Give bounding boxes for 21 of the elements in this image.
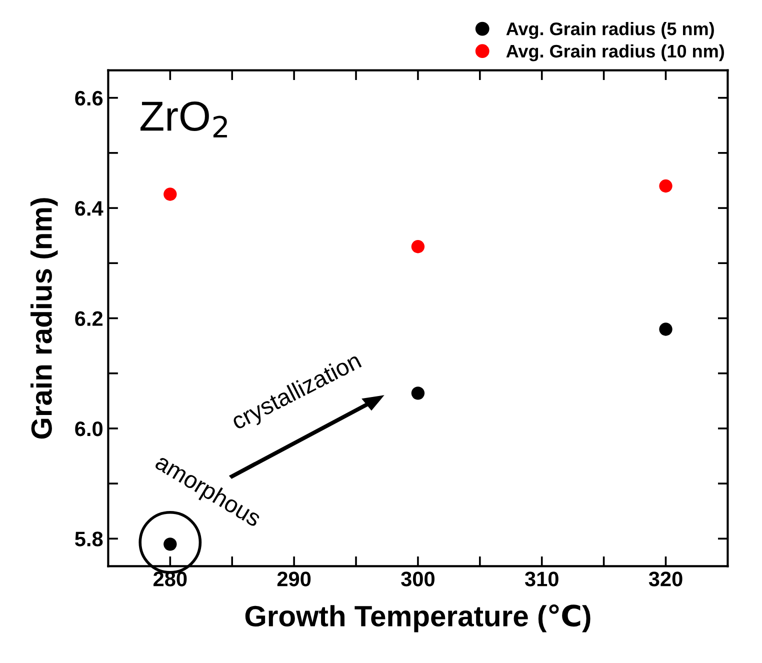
x-tick-label: 280	[154, 572, 187, 586]
point	[411, 386, 425, 400]
x-tick-label: 290	[277, 572, 311, 586]
point	[659, 322, 672, 336]
annotation: ZrO$_{2}$	[140, 101, 227, 138]
y-axis-title: Grain radius (nm)	[30, 198, 58, 439]
point	[164, 538, 177, 551]
point	[164, 188, 177, 201]
y-tick-label: 6.2	[75, 311, 103, 326]
x-tick-label: 300	[401, 572, 434, 586]
x-tick-label: 310	[524, 572, 558, 586]
y-tick-label: 6.0	[75, 421, 102, 436]
legend-label: Avg. Grain radius (10 nm)	[506, 44, 724, 62]
point	[411, 240, 425, 254]
x-tick-label: 320	[648, 572, 682, 586]
legend-label: Avg. Grain radius (5 nm)	[506, 22, 714, 39]
y-tick-label: 6.6	[75, 90, 103, 106]
y-tick-label: 5.8	[75, 532, 103, 546]
point	[659, 179, 672, 193]
x-axis-title: Growth Temperature (℃)	[245, 604, 590, 632]
y-tick-label: 6.4	[75, 201, 104, 216]
